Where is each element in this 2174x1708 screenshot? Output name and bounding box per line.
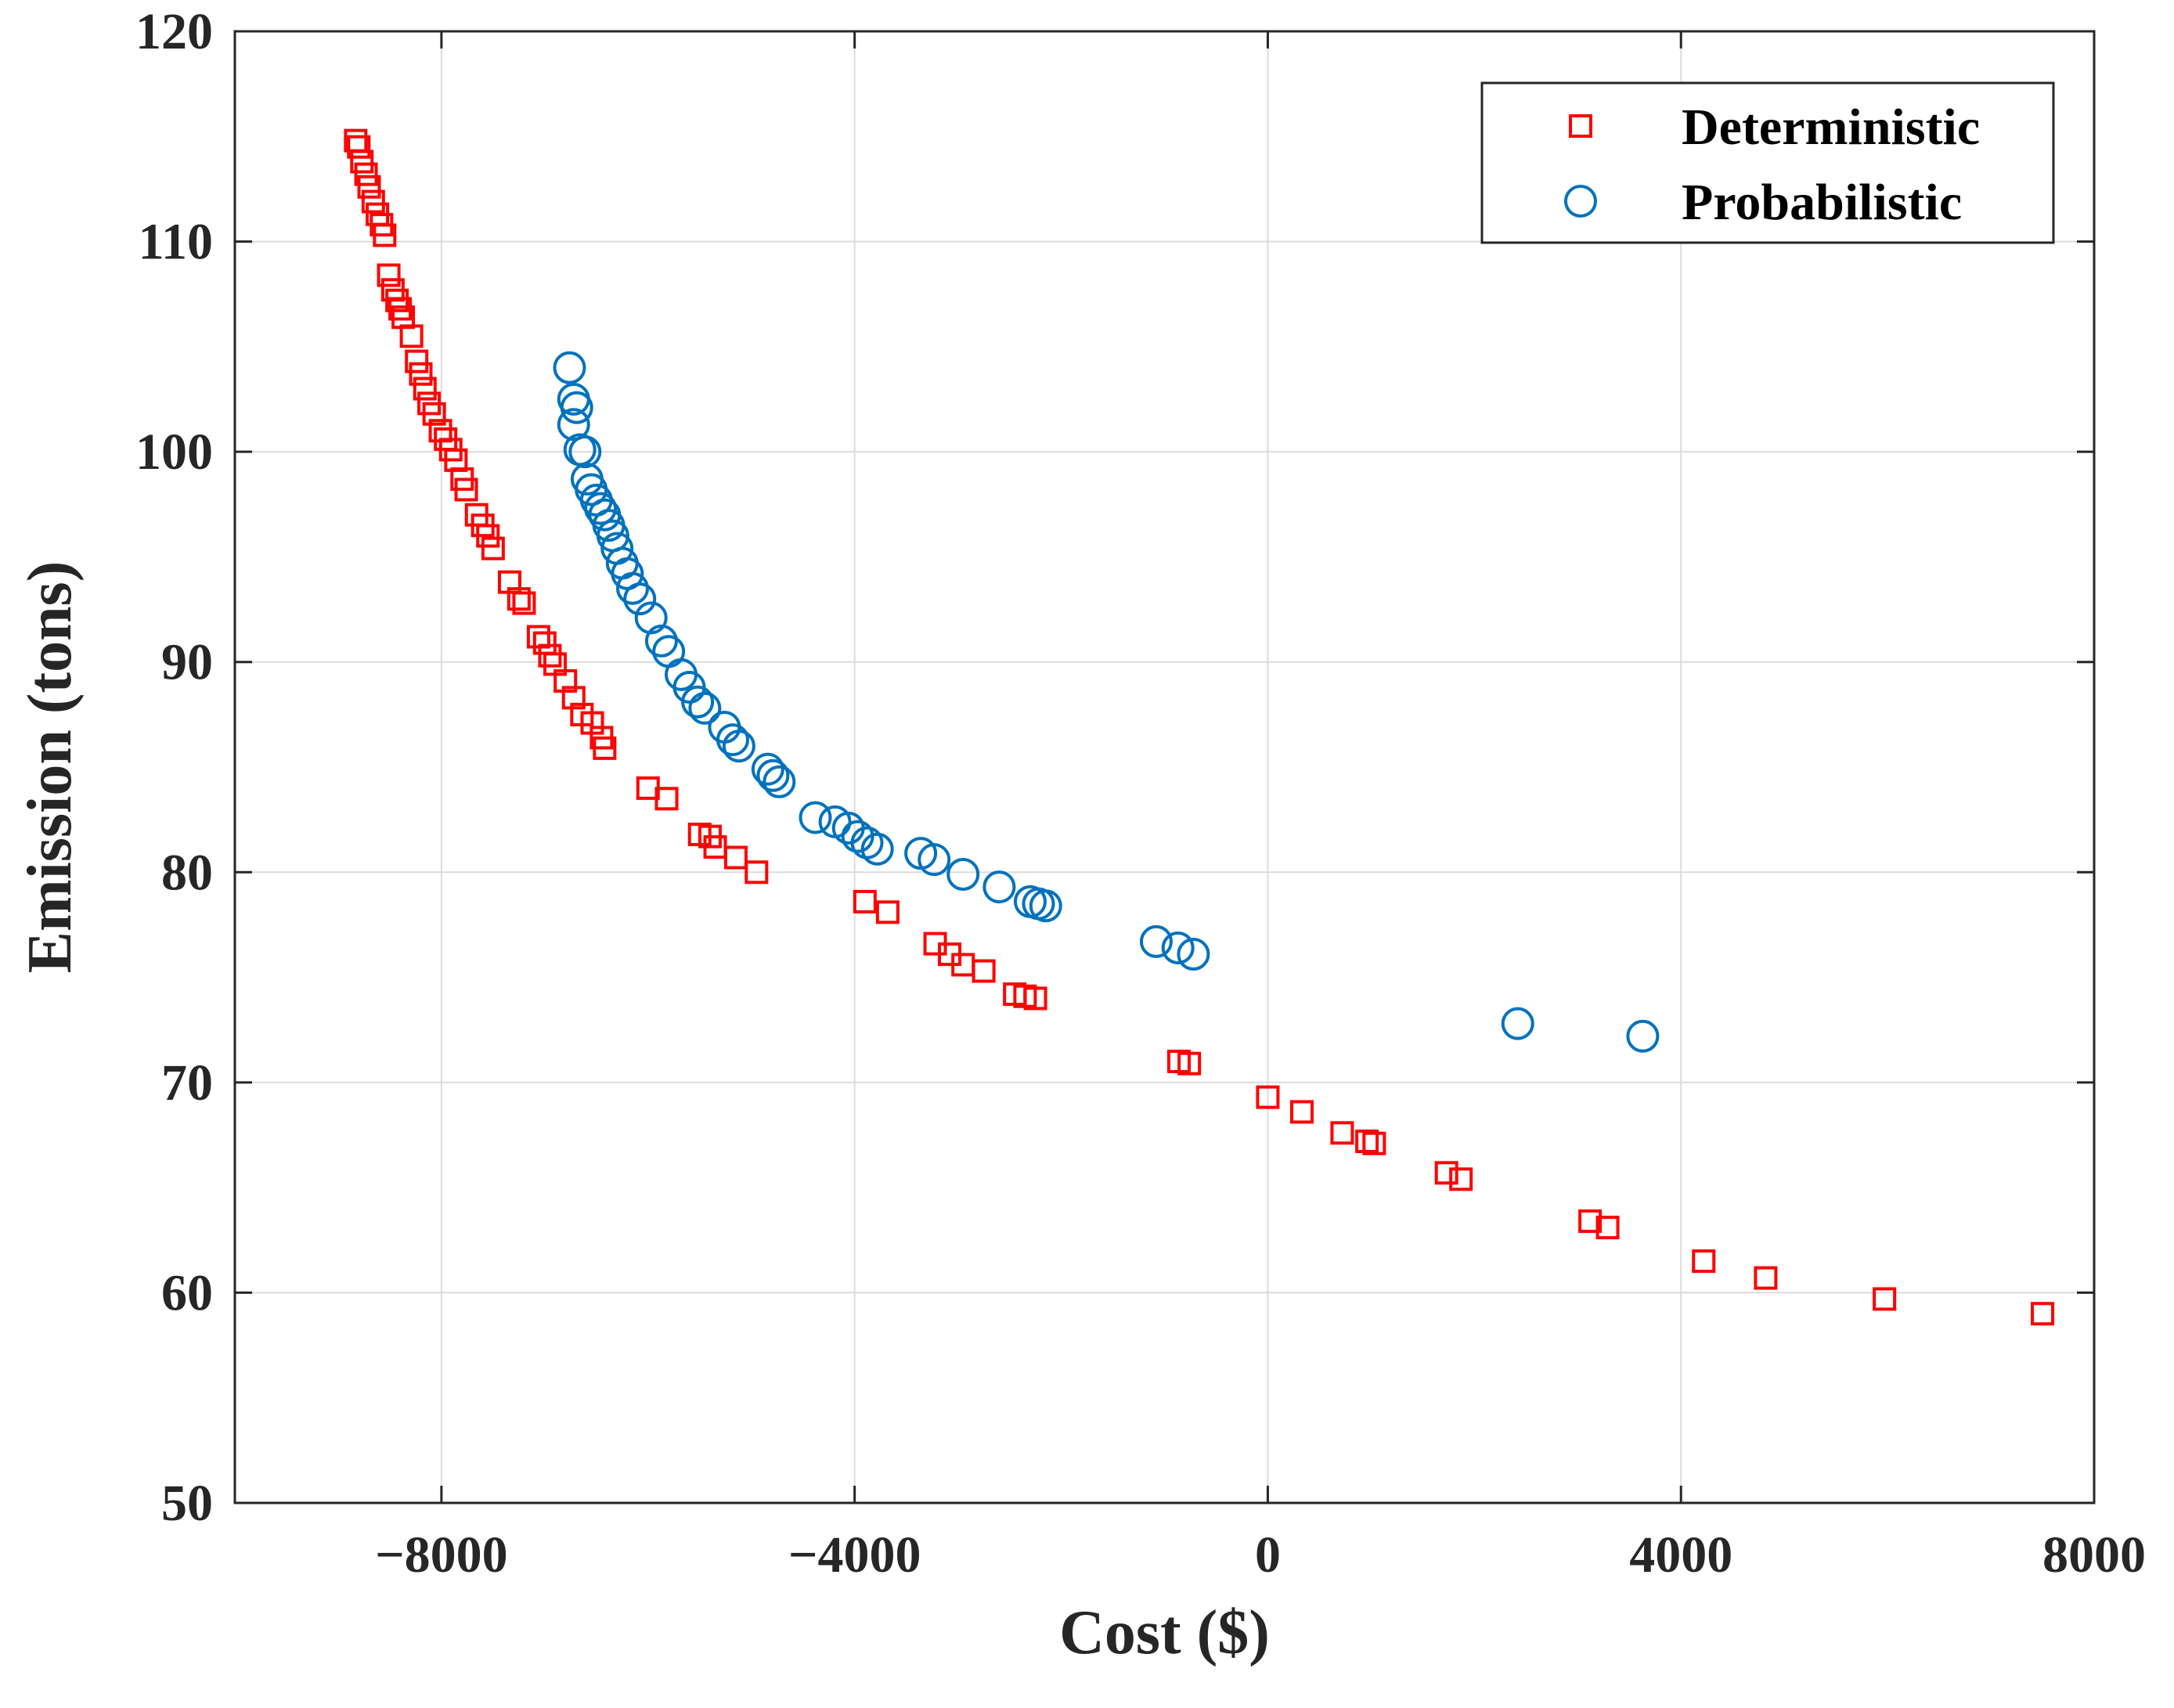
- data-point-deterministic: [1754, 1266, 1778, 1290]
- data-point-deterministic: [654, 787, 679, 811]
- legend-label-deterministic: Deterministic: [1682, 99, 1980, 156]
- x-tick-label: 4000: [1629, 1526, 1732, 1584]
- data-point-deterministic: [972, 959, 996, 983]
- data-point-probabilistic: [1029, 889, 1062, 923]
- x-tick-label: 8000: [2042, 1526, 2146, 1584]
- data-point-deterministic: [1362, 1131, 1386, 1155]
- data-point-deterministic: [507, 587, 531, 611]
- y-tick-label: 50: [161, 1475, 213, 1532]
- data-point-probabilistic: [644, 624, 678, 658]
- data-point-probabilistic: [982, 870, 1016, 904]
- data-point-deterministic: [454, 477, 478, 502]
- data-point-probabilistic: [799, 801, 832, 834]
- data-point-probabilistic: [1501, 1007, 1534, 1040]
- y-tick-label: 70: [161, 1054, 213, 1112]
- data-point-probabilistic: [860, 832, 894, 866]
- data-point-probabilistic: [756, 759, 790, 792]
- data-point-probabilistic: [1139, 924, 1173, 958]
- y-tick-label: 80: [161, 844, 213, 901]
- data-point-deterministic: [1578, 1209, 1603, 1234]
- data-point-deterministic: [1289, 1100, 1314, 1124]
- x-axis-ticks: −8000 −4000 0 4000 8000: [375, 31, 2146, 1584]
- y-tick-label: 90: [161, 634, 213, 691]
- y-axis-ticks: 50 60 70 80 90 100 110 120: [135, 3, 2094, 1532]
- data-point-deterministic: [405, 349, 429, 373]
- data-point-probabilistic: [918, 843, 951, 877]
- data-point-probabilistic: [560, 391, 593, 424]
- data-point-probabilistic: [634, 601, 668, 635]
- data-point-deterministic: [409, 362, 433, 386]
- x-tick-label: −4000: [788, 1526, 921, 1584]
- data-point-deterministic: [538, 643, 562, 668]
- legend-label-probabilistic: Probabilistic: [1682, 174, 1962, 231]
- data-point-probabilistic: [615, 571, 649, 605]
- data-point-deterministic: [413, 377, 437, 401]
- data-point-deterministic: [347, 135, 371, 159]
- x-axis-title: Cost ($): [1059, 1598, 1270, 1667]
- data-point-probabilistic: [946, 857, 980, 891]
- data-point-deterministic: [561, 686, 586, 710]
- series-probabilistic: [553, 351, 1660, 1053]
- legend-marker-deterministic: [1569, 114, 1592, 138]
- data-point-probabilistic: [568, 435, 602, 469]
- data-point-deterministic: [377, 263, 401, 287]
- x-tick-label: 0: [1255, 1526, 1281, 1584]
- data-point-probabilistic: [716, 723, 749, 757]
- data-point-deterministic: [744, 860, 769, 885]
- data-point-probabilistic: [1177, 938, 1210, 971]
- data-point-deterministic: [361, 189, 385, 214]
- data-point-probabilistic: [623, 582, 657, 616]
- data-point-probabilistic: [1161, 931, 1195, 964]
- data-point-probabilistic: [584, 492, 618, 525]
- data-point-deterministic: [1449, 1167, 1473, 1191]
- data-point-probabilistic: [763, 765, 796, 798]
- legend-marker-probabilistic: [1564, 185, 1597, 218]
- data-point-probabilistic: [688, 691, 722, 725]
- data-point-deterministic: [1330, 1121, 1354, 1145]
- data-point-deterministic: [357, 175, 381, 199]
- data-point-deterministic: [875, 900, 900, 924]
- series-deterministic: [344, 128, 2055, 1326]
- data-point-deterministic: [373, 223, 397, 247]
- data-point-deterministic: [481, 536, 505, 560]
- y-tick-label: 100: [135, 423, 213, 481]
- data-point-deterministic: [422, 402, 446, 426]
- y-tick-label: 60: [161, 1264, 213, 1321]
- data-point-deterministic: [1595, 1216, 1620, 1240]
- data-point-probabilistic: [751, 752, 784, 786]
- data-point-deterministic: [512, 591, 536, 615]
- data-series: [344, 128, 2055, 1326]
- data-point-deterministic: [399, 324, 424, 348]
- data-point-deterministic: [1692, 1249, 1716, 1274]
- x-tick-label: −8000: [375, 1526, 508, 1584]
- data-point-probabilistic: [681, 685, 715, 719]
- data-point-deterministic: [1256, 1085, 1280, 1109]
- data-point-probabilistic: [553, 351, 586, 384]
- data-point-deterministic: [1355, 1130, 1379, 1154]
- data-point-deterministic: [2031, 1302, 2055, 1326]
- data-point-deterministic: [1434, 1161, 1458, 1185]
- y-tick-label: 110: [139, 214, 213, 271]
- data-point-deterministic: [350, 150, 374, 174]
- data-point-probabilistic: [1626, 1019, 1660, 1053]
- data-point-deterministic: [553, 668, 578, 693]
- plot-area-frame: [233, 30, 2096, 1504]
- data-point-deterministic: [385, 288, 409, 312]
- y-axis-title: Emission (tons): [16, 561, 85, 974]
- data-point-deterministic: [1873, 1287, 1897, 1311]
- data-point-deterministic: [853, 889, 877, 913]
- data-point-deterministic: [476, 524, 500, 548]
- data-point-deterministic: [388, 297, 413, 321]
- data-point-probabilistic: [722, 730, 755, 763]
- data-point-deterministic: [354, 162, 378, 186]
- data-point-deterministic: [1177, 1051, 1202, 1076]
- data-point-deterministic: [1023, 986, 1047, 1011]
- data-point-probabilistic: [557, 408, 590, 441]
- data-point-deterministic: [593, 736, 617, 760]
- legend: Deterministic Probabilistic: [1480, 81, 2055, 244]
- y-tick-label: 120: [135, 3, 213, 60]
- data-point-deterministic: [723, 845, 748, 870]
